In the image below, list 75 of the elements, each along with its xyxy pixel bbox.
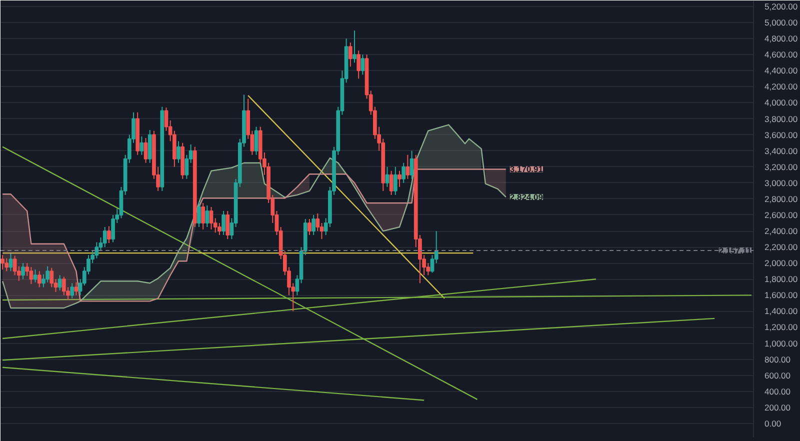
candlestick	[50, 267, 54, 288]
y-tick-label: 4,800.00	[764, 34, 798, 44]
candlestick	[33, 269, 38, 283]
y-tick-label: 3,800.00	[764, 114, 798, 124]
candlestick	[312, 214, 316, 236]
candlestick	[209, 206, 214, 230]
candlestick	[410, 150, 414, 180]
y-tick-label: 4,200.00	[764, 82, 798, 92]
y-tick-label: 0.00	[764, 418, 782, 428]
data-label: 2,824.09	[510, 192, 544, 202]
candlestick	[107, 226, 111, 244]
candlestick	[430, 254, 434, 274]
y-tick-label: 3,200.00	[764, 162, 798, 172]
candlestick	[37, 270, 42, 288]
y-tick-label: 2,200.00	[764, 242, 798, 252]
y-tick-label: 1,000.00	[764, 338, 798, 348]
y-tick-label: 4,400.00	[764, 66, 798, 76]
y-tick-label: 800.00	[764, 354, 791, 364]
y-tick-label: 2,000.00	[764, 258, 798, 268]
candlestick	[8, 252, 13, 272]
candlestick	[184, 154, 189, 180]
candlestick	[46, 266, 50, 283]
y-tick-label: 400.00	[764, 386, 791, 396]
candlestick	[201, 202, 206, 230]
candlestick	[398, 170, 402, 188]
candlestick	[144, 138, 148, 164]
y-tick-label: 5,000.00	[764, 18, 798, 28]
candlestick	[222, 210, 226, 236]
candlestick	[226, 210, 230, 240]
y-tick-label: 2,400.00	[764, 226, 798, 236]
y-tick-label: 5,200.00	[764, 2, 798, 12]
y-tick-label: 4,000.00	[764, 98, 798, 108]
candlestick	[62, 276, 66, 296]
candlestick	[70, 282, 74, 299]
candlestick	[140, 136, 144, 156]
candlestick	[4, 258, 9, 272]
candlestick	[385, 166, 390, 188]
candlestick	[389, 170, 394, 196]
y-tick-label: 3,400.00	[764, 146, 798, 156]
y-tick-label: 2,600.00	[764, 210, 798, 220]
candlestick	[102, 226, 107, 248]
y-tick-label: 200.00	[764, 402, 791, 412]
candlestick	[205, 204, 210, 228]
candlestick	[393, 166, 398, 196]
candlestick	[352, 30, 356, 64]
data-label: 3,170.91	[510, 164, 544, 174]
candlestick	[29, 266, 34, 284]
candlestick	[164, 107, 168, 132]
candlestick	[360, 54, 365, 76]
candlestick	[406, 154, 410, 180]
candlestick	[308, 218, 312, 236]
y-tick-label: 2,800.00	[764, 194, 798, 204]
candlestick	[21, 262, 25, 280]
y-tick-label: 3,600.00	[764, 130, 798, 140]
ref-line-label: 2,157.11	[718, 246, 752, 256]
candlestick	[356, 50, 361, 80]
candlestick	[320, 222, 324, 240]
candlestick	[58, 274, 62, 291]
y-tick-label: 600.00	[764, 370, 791, 380]
candlestick	[94, 242, 99, 259]
candlestick	[348, 42, 352, 68]
candlestick	[176, 140, 180, 164]
line-series	[2, 124, 507, 309]
y-tick-label: 1,200.00	[764, 322, 798, 332]
y-tick-label: 3,000.00	[764, 178, 798, 188]
y-tick-label: 1,600.00	[764, 290, 798, 300]
candlestick	[0, 254, 4, 270]
candlestick	[316, 212, 320, 232]
y-tick-label: 1,800.00	[764, 274, 798, 284]
candlestick	[74, 282, 78, 296]
y-tick-label: 1,400.00	[764, 306, 798, 316]
candlestick	[197, 202, 201, 228]
candlestick	[402, 162, 406, 184]
y-tick-label: 4,600.00	[764, 50, 798, 60]
candlestick	[254, 126, 258, 156]
